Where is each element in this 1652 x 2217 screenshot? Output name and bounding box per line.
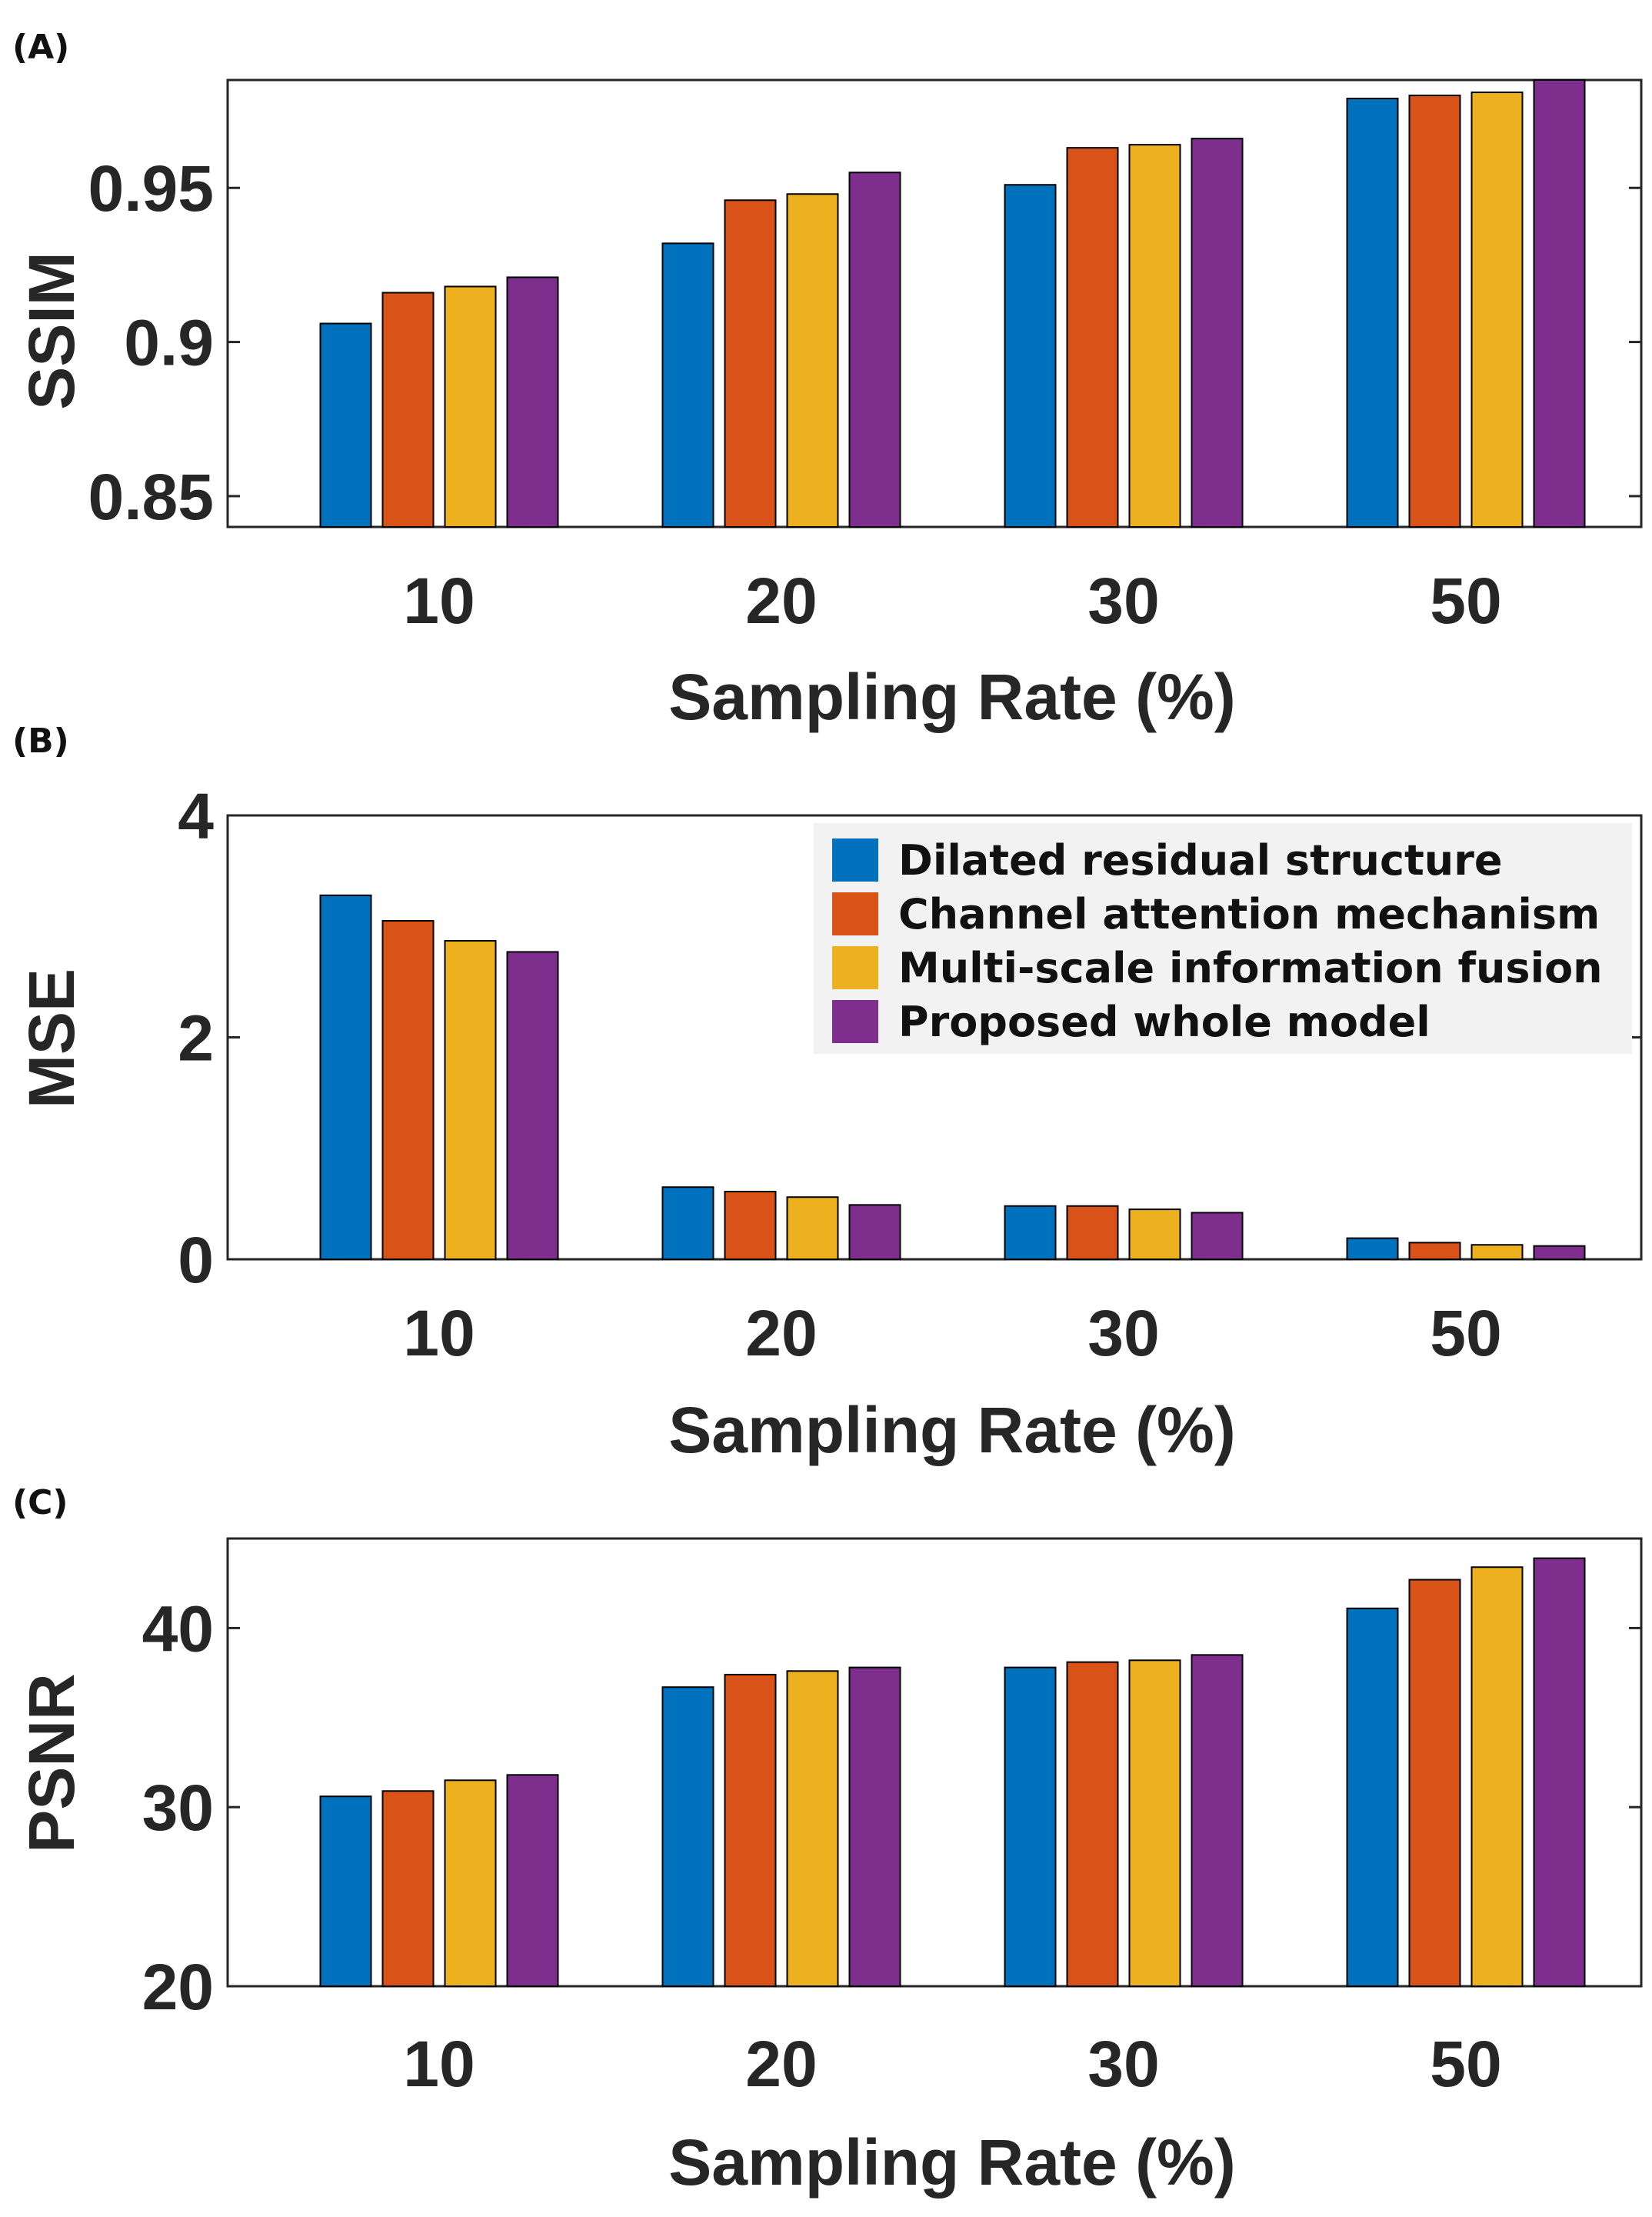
legend-entry: Dilated residual structure	[898, 836, 1502, 885]
y-tick-label: 0.9	[124, 307, 214, 379]
bar-channel-attention-mechanism-10	[381, 920, 435, 1260]
x-axis-title: Sampling Rate (%)	[668, 1394, 1235, 1466]
bar-proposed-whole-model-10	[506, 1774, 559, 1987]
x-tick-label: 30	[1087, 1297, 1159, 1369]
legend-swatch	[832, 946, 878, 989]
x-tick-label: 20	[745, 565, 817, 637]
plot-frame	[226, 1537, 1643, 1988]
bar-proposed-whole-model-30	[1191, 1212, 1244, 1261]
bar-dilated-residual-structure-30	[1004, 184, 1057, 528]
bar-multi-scale-information-fusion-50	[1470, 1566, 1524, 1988]
x-tick-label: 20	[745, 1297, 817, 1369]
x-tick-label: 50	[1430, 1297, 1501, 1369]
bar-multi-scale-information-fusion-30	[1128, 1209, 1181, 1261]
bar-proposed-whole-model-20	[848, 1204, 901, 1261]
y-tick-label: 30	[142, 1772, 214, 1844]
y-tick-label: 40	[142, 1592, 214, 1665]
bar-multi-scale-information-fusion-50	[1470, 1244, 1524, 1261]
bar-multi-scale-information-fusion-50	[1470, 92, 1524, 528]
bar-channel-attention-mechanism-10	[381, 292, 435, 528]
bar-dilated-residual-structure-20	[661, 1186, 714, 1261]
bar-proposed-whole-model-20	[848, 1666, 901, 1987]
bar-dilated-residual-structure-10	[319, 1795, 372, 1987]
bar-proposed-whole-model-30	[1191, 138, 1244, 528]
bar-channel-attention-mechanism-10	[381, 1790, 435, 1988]
bar-channel-attention-mechanism-20	[724, 1673, 777, 1987]
y-axis-title: SSIM	[15, 252, 88, 409]
legend-entry: Multi-scale information fusion	[898, 944, 1603, 992]
x-tick-label: 10	[403, 565, 475, 637]
bar-dilated-residual-structure-20	[661, 1686, 714, 1988]
legend-swatch	[832, 892, 878, 935]
panel-c: (C) 20 30 40 PSNR 10 20 30 50 Sampling Rate (%)	[12, 1483, 1643, 2199]
bar-multi-scale-information-fusion-10	[444, 1779, 497, 1988]
y-tick-label: 20	[142, 1951, 214, 2023]
bar-channel-attention-mechanism-30	[1066, 1205, 1119, 1261]
x-tick-label: 10	[403, 1297, 475, 1369]
bar-channel-attention-mechanism-50	[1408, 1242, 1461, 1261]
bar-multi-scale-information-fusion-30	[1128, 1659, 1181, 1987]
bar-channel-attention-mechanism-50	[1408, 95, 1461, 528]
y-tick-label: 0.95	[88, 152, 215, 225]
panel-label: (A)	[12, 28, 69, 67]
x-tick-label: 50	[1430, 565, 1501, 637]
y-tick-label: 0.85	[88, 461, 215, 533]
bar-proposed-whole-model-20	[848, 172, 901, 528]
x-axis-title: Sampling Rate (%)	[668, 2126, 1235, 2199]
legend: Dilated residual structure Channel attent…	[814, 823, 1632, 1054]
bar-channel-attention-mechanism-20	[724, 1191, 777, 1260]
x-tick-label: 30	[1087, 565, 1159, 637]
x-tick-label: 30	[1087, 2028, 1159, 2100]
bar-dilated-residual-structure-50	[1346, 1607, 1399, 1987]
y-axis-title: MSE	[15, 968, 88, 1108]
bar-channel-attention-mechanism-50	[1408, 1579, 1461, 1987]
bar-dilated-residual-structure-50	[1346, 98, 1399, 528]
panel-b: (B) 0 2 4 MSE 10 20 30 50 Sampling Rate (%) Dilate…	[12, 722, 1643, 1466]
y-tick-label: 4	[178, 780, 214, 852]
legend-swatch	[832, 838, 878, 882]
legend-swatch	[832, 1000, 878, 1043]
y-tick-label: 0	[178, 1224, 214, 1296]
x-axis-title: Sampling Rate (%)	[668, 661, 1235, 733]
bar-proposed-whole-model-50	[1533, 79, 1586, 528]
bar-dilated-residual-structure-30	[1004, 1666, 1057, 1987]
legend-entry: Channel attention mechanism	[898, 890, 1600, 938]
bar-proposed-whole-model-50	[1533, 1557, 1586, 1988]
bar-proposed-whole-model-10	[506, 276, 559, 528]
panel-label: (B)	[12, 722, 69, 761]
x-tick-label: 50	[1430, 2028, 1501, 2100]
bar-multi-scale-information-fusion-20	[786, 1670, 839, 1987]
bar-multi-scale-information-fusion-10	[444, 940, 497, 1260]
bar-dilated-residual-structure-10	[319, 322, 372, 528]
bar-multi-scale-information-fusion-20	[786, 1196, 839, 1260]
panel-label: (C)	[12, 1483, 68, 1522]
x-tick-label: 20	[745, 2028, 817, 2100]
y-axis-title: PSNR	[15, 1673, 88, 1852]
bar-dilated-residual-structure-30	[1004, 1205, 1057, 1261]
legend-entry: Proposed whole model	[898, 998, 1431, 1046]
plot-frame	[226, 78, 1643, 528]
bar-proposed-whole-model-50	[1533, 1245, 1586, 1260]
legend-box	[814, 823, 1632, 1054]
y-tick-label: 2	[178, 1002, 214, 1075]
bar-proposed-whole-model-10	[506, 951, 559, 1260]
bar-multi-scale-information-fusion-10	[444, 285, 497, 528]
bar-channel-attention-mechanism-30	[1066, 147, 1119, 528]
bar-channel-attention-mechanism-20	[724, 199, 777, 528]
bar-dilated-residual-structure-10	[319, 894, 372, 1260]
bar-multi-scale-information-fusion-30	[1128, 144, 1181, 528]
bar-dilated-residual-structure-20	[661, 242, 714, 528]
bar-dilated-residual-structure-50	[1346, 1237, 1399, 1261]
x-tick-label: 10	[403, 2028, 475, 2100]
bar-channel-attention-mechanism-30	[1066, 1661, 1119, 1988]
bar-multi-scale-information-fusion-20	[786, 193, 839, 528]
bar-proposed-whole-model-30	[1191, 1654, 1244, 1988]
